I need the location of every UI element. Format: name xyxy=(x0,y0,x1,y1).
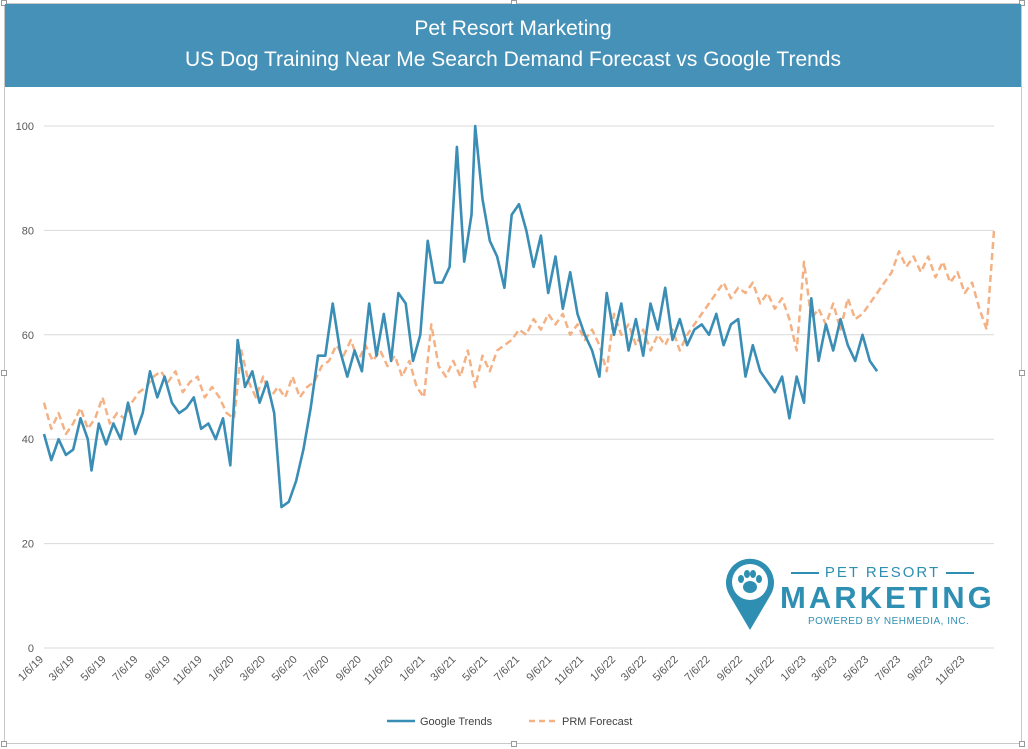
chart-subtitle: US Dog Training Near Me Search Demand Fo… xyxy=(185,48,841,71)
legend-label-0: Google Trends xyxy=(420,716,493,728)
x-tick-label-18: 1/6/22 xyxy=(588,654,618,684)
chart-title-bar: Pet Resort Marketing US Dog Training Nea… xyxy=(5,4,1021,87)
x-tick-label-13: 3/6/21 xyxy=(428,654,458,684)
logo-main-text: MARKETING xyxy=(780,580,995,615)
x-tick-label-17: 11/6/21 xyxy=(553,654,587,688)
x-tick-label-19: 3/6/22 xyxy=(619,654,649,684)
x-tick-label-27: 7/6/23 xyxy=(873,654,903,684)
y-tick-label-0: 0 xyxy=(28,643,34,655)
logo-top-text: PET RESORT xyxy=(780,564,985,581)
x-tick-label-2: 5/6/19 xyxy=(79,654,109,684)
x-tick-label-5: 11/6/19 xyxy=(171,654,205,688)
logo-sub-text: POWERED BY NEHMEDIA, INC. xyxy=(808,616,970,627)
x-tick-label-3: 7/6/19 xyxy=(110,654,140,684)
resize-handle-bottom-right[interactable] xyxy=(1019,741,1025,747)
y-tick-label-100: 100 xyxy=(16,121,34,133)
x-tick-label-1: 3/6/19 xyxy=(47,654,77,684)
legend: Google Trends PRM Forecast xyxy=(387,716,632,728)
y-tick-label-60: 60 xyxy=(22,330,34,342)
x-tick-label-22: 9/6/22 xyxy=(715,654,745,684)
legend-label-1: PRM Forecast xyxy=(562,716,632,728)
x-tick-label-8: 5/6/20 xyxy=(270,654,300,684)
pet-resort-marketing-logo: PET RESORT MARKETING POWERED BY NEHMEDIA… xyxy=(722,556,992,636)
x-tick-label-28: 9/6/23 xyxy=(905,654,935,684)
x-tick-label-6: 1/6/20 xyxy=(207,654,237,684)
x-tick-label-26: 5/6/23 xyxy=(841,654,871,684)
series-line-prm-forecast xyxy=(42,230,996,436)
paw-pin-icon xyxy=(726,558,774,630)
x-tick-label-23: 11/6/22 xyxy=(743,654,777,688)
chart-title: Pet Resort Marketing xyxy=(414,17,612,40)
resize-handle-bottom[interactable] xyxy=(511,741,517,747)
x-tick-label-0: 1/6/19 xyxy=(16,654,46,684)
y-tick-label-20: 20 xyxy=(22,539,34,551)
resize-handle-top-left[interactable] xyxy=(1,0,7,6)
x-tick-label-25: 3/6/23 xyxy=(809,654,839,684)
gridlines xyxy=(44,125,994,649)
x-tick-label-21: 7/6/22 xyxy=(683,654,713,684)
resize-handle-right[interactable] xyxy=(1019,370,1025,376)
x-tick-label-15: 7/6/21 xyxy=(492,654,522,684)
y-tick-label-40: 40 xyxy=(22,434,34,446)
x-tick-label-11: 11/6/20 xyxy=(362,654,396,688)
y-axis-ticks: 0 20 40 60 80 100 xyxy=(16,121,34,655)
x-tick-label-24: 1/6/23 xyxy=(779,654,809,684)
x-tick-label-10: 9/6/20 xyxy=(334,654,364,684)
resize-handle-bottom-left[interactable] xyxy=(1,741,7,747)
x-tick-label-4: 9/6/19 xyxy=(143,654,173,684)
resize-handle-top-right[interactable] xyxy=(1019,0,1025,6)
series-line-google-trends xyxy=(42,124,879,509)
x-tick-label-16: 9/6/21 xyxy=(524,654,554,684)
x-tick-label-9: 7/6/20 xyxy=(302,654,332,684)
x-tick-label-12: 1/6/21 xyxy=(398,654,428,684)
resize-handle-left[interactable] xyxy=(1,370,7,376)
y-tick-label-80: 80 xyxy=(22,225,34,237)
x-tick-label-20: 5/6/22 xyxy=(651,654,681,684)
x-tick-label-14: 5/6/21 xyxy=(460,654,490,684)
x-tick-label-29: 11/6/23 xyxy=(934,654,968,688)
x-tick-label-7: 3/6/20 xyxy=(238,654,268,684)
series-lines xyxy=(42,124,996,509)
